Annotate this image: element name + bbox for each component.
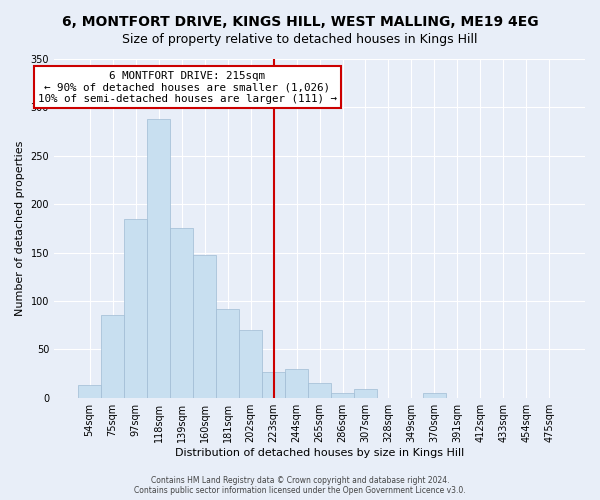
Text: Contains HM Land Registry data © Crown copyright and database right 2024.
Contai: Contains HM Land Registry data © Crown c… [134,476,466,495]
Y-axis label: Number of detached properties: Number of detached properties [15,140,25,316]
Bar [170,228,193,398]
Bar [216,308,239,398]
Bar [262,372,285,398]
Bar [147,119,170,398]
Bar [308,383,331,398]
Bar [354,389,377,398]
Bar [101,316,124,398]
Bar [331,393,354,398]
Bar [239,330,262,398]
Bar [78,385,101,398]
Bar [124,218,147,398]
Text: Size of property relative to detached houses in Kings Hill: Size of property relative to detached ho… [122,32,478,46]
Bar [285,368,308,398]
Text: 6, MONTFORT DRIVE, KINGS HILL, WEST MALLING, ME19 4EG: 6, MONTFORT DRIVE, KINGS HILL, WEST MALL… [62,15,538,29]
X-axis label: Distribution of detached houses by size in Kings Hill: Distribution of detached houses by size … [175,448,464,458]
Bar [193,256,216,398]
Text: 6 MONTFORT DRIVE: 215sqm
← 90% of detached houses are smaller (1,026)
10% of sem: 6 MONTFORT DRIVE: 215sqm ← 90% of detach… [38,70,337,104]
Bar [423,393,446,398]
